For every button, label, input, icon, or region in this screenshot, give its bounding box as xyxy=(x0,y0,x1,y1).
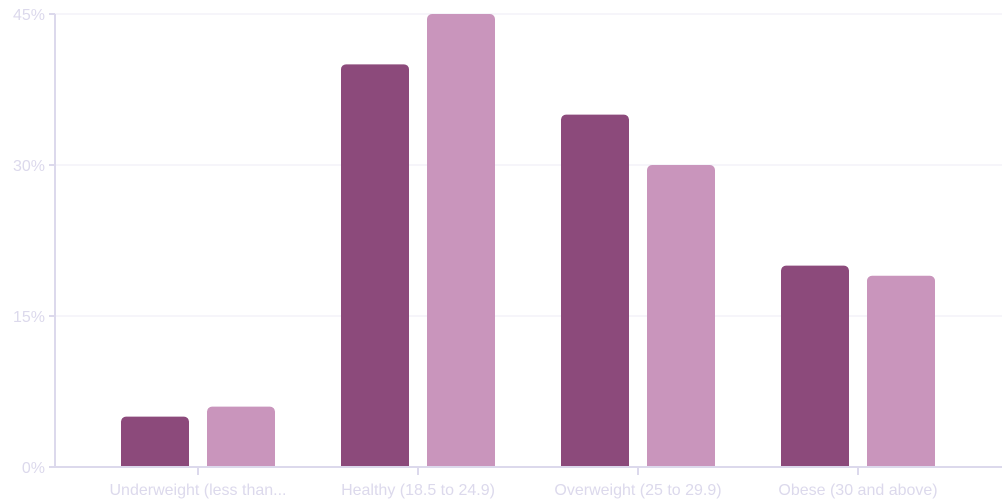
bar xyxy=(561,114,629,468)
y-tick-label: 15% xyxy=(13,309,45,326)
y-axis-ticks: 0% 15% 30% 45% xyxy=(13,7,55,477)
y-tick-label: 0% xyxy=(22,460,45,477)
bar-base xyxy=(121,462,189,467)
bars xyxy=(121,14,935,468)
y-tick-label: 45% xyxy=(13,7,45,24)
bar-base xyxy=(781,462,849,467)
x-tick-label: Underweight (less than... xyxy=(110,482,287,499)
x-axis-ticks: Underweight (less than... Healthy (18.5 t… xyxy=(110,467,938,499)
bar xyxy=(781,265,849,467)
x-tick-label: Overweight (25 to 29.9) xyxy=(554,482,721,499)
bar-base xyxy=(867,462,935,467)
bar xyxy=(427,14,495,467)
x-tick-label: Healthy (18.5 to 24.9) xyxy=(341,482,495,499)
x-tick-label: Obese (30 and above) xyxy=(778,482,937,499)
bar-base xyxy=(341,462,409,467)
bar-base xyxy=(561,462,629,467)
bar xyxy=(207,406,275,467)
bar-base xyxy=(647,462,715,467)
bar xyxy=(867,275,935,467)
bar xyxy=(121,416,189,467)
bar-base xyxy=(207,462,275,467)
bar xyxy=(341,64,409,467)
bar-base xyxy=(427,462,495,467)
y-tick-label: 30% xyxy=(13,158,45,175)
axes xyxy=(49,14,1002,468)
bar xyxy=(647,165,715,467)
gridlines xyxy=(55,13,1002,317)
